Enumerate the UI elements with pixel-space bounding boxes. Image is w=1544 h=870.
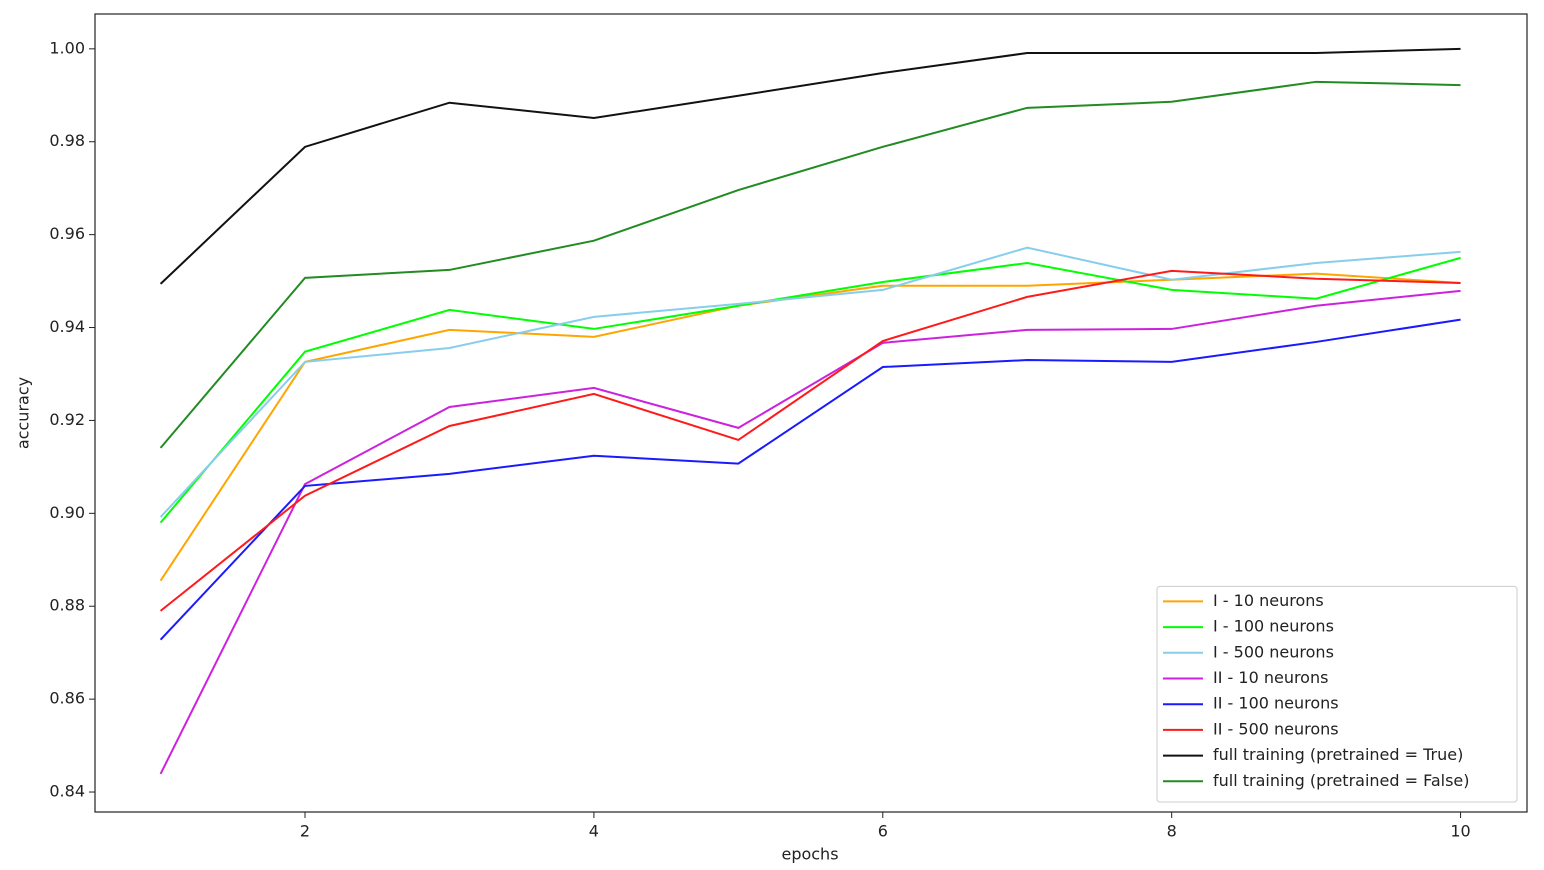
legend-label: II - 500 neurons [1213,719,1339,738]
legend-label: I - 10 neurons [1213,591,1324,610]
y-tick-label: 0.92 [49,410,85,429]
series-line [159,256,1461,524]
series-line [159,289,1461,775]
x-tick-label: 2 [300,822,310,841]
series-line [159,47,1461,285]
plot-frame [94,13,1528,813]
y-axis-label: accuracy [14,377,33,449]
y-tick-label: 0.94 [49,317,85,336]
y-tick-label: 0.88 [49,596,85,615]
x-tick-label: 4 [589,822,599,841]
legend-label: full training (pretrained = False) [1213,771,1470,790]
legend-label: I - 500 neurons [1213,642,1334,661]
y-tick-label: 0.84 [49,782,85,801]
legend-label: I - 100 neurons [1213,617,1334,636]
series-line [159,246,1461,518]
legend-box [1156,585,1518,803]
x-axis-label: epochs [781,845,838,864]
y-tick-label: 1.00 [49,38,85,57]
legend-label: II - 10 neurons [1213,668,1328,687]
series-line [159,80,1461,449]
y-tick-label: 0.98 [49,131,85,150]
series-line [159,272,1461,582]
series-line [159,269,1461,612]
y-tick-label: 0.86 [49,689,85,708]
x-tick-label: 8 [1167,822,1177,841]
y-tick-label: 0.90 [49,503,85,522]
series-line [159,318,1461,641]
legend-label: II - 100 neurons [1213,694,1339,713]
legend-label: full training (pretrained = True) [1213,745,1463,764]
x-tick-label: 6 [878,822,888,841]
y-tick-label: 0.96 [49,224,85,243]
x-tick-label: 10 [1450,822,1470,841]
